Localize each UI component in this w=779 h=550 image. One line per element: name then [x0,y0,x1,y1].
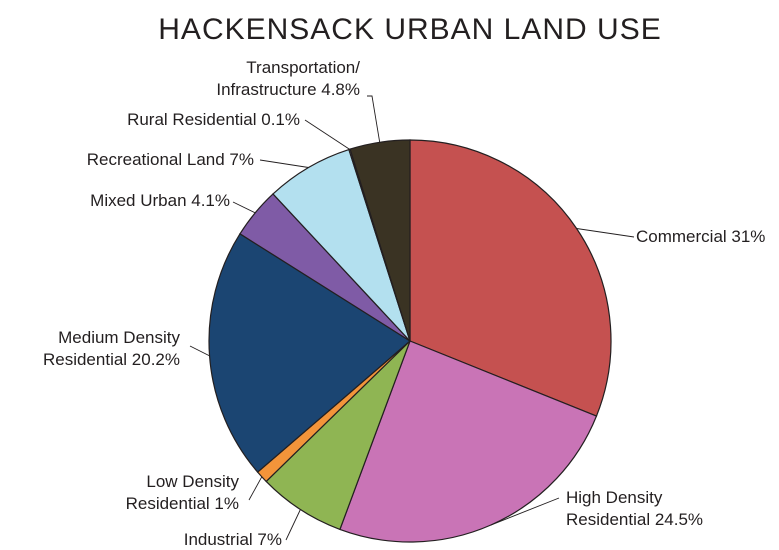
slice-label-1-line-0: High Density [566,488,663,507]
slice-label-3: Low Density Residential 1% [126,472,240,513]
leader-line-6 [259,159,309,168]
slice-label-8-line-0: Transportation/ [246,58,360,77]
slice-label-3-line-1: Residential 1% [126,494,239,513]
slice-label-4-line-1: Residential 20.2% [43,350,180,369]
slice-label-6: Recreational Land 7% [87,150,254,169]
leader-line-5 [232,201,256,214]
leader-line-7 [304,119,350,150]
slice-label-0: Commercial 31% [636,227,765,246]
slice-label-2: Industrial 7% [184,530,282,549]
slice-label-8: Transportation/Infrastructure 4.8% [216,58,360,99]
pie-slices [208,139,612,543]
slice-label-7-line-0: Rural Residential 0.1% [127,110,300,129]
chart-title: HACKENSACK URBAN LAND USE [158,13,661,46]
slice-labels: Commercial 31% High Density Residential 24… [43,58,765,549]
slice-label-4: Medium Density Residential 20.2% [43,328,181,369]
leader-line-0 [576,228,635,238]
slice-label-3-line-0: Low Density [146,472,239,491]
leader-lines [189,95,635,541]
slice-label-2-line-0: Industrial 7% [184,530,282,549]
leader-line-8 [367,95,381,143]
slice-label-0-line-0: Commercial 31% [636,227,765,246]
slice-label-6-line-0: Recreational Land 7% [87,150,254,169]
slice-label-8-line-1: Infrastructure 4.8% [216,80,360,99]
leader-line-4 [189,345,210,357]
slice-label-5-line-0: Mixed Urban 4.1% [90,191,230,210]
leader-line-1 [491,497,560,526]
slice-label-1: High Density Residential 24.5% [566,488,703,529]
slice-label-7: Rural Residential 0.1% [127,110,300,129]
slice-label-4-line-0: Medium Density [58,328,180,347]
slice-label-1-line-1: Residential 24.5% [566,510,703,529]
leader-line-3 [248,476,263,501]
leader-line-2 [285,509,301,541]
pie-slice-0 [409,139,612,417]
slice-label-5: Mixed Urban 4.1% [90,191,230,210]
